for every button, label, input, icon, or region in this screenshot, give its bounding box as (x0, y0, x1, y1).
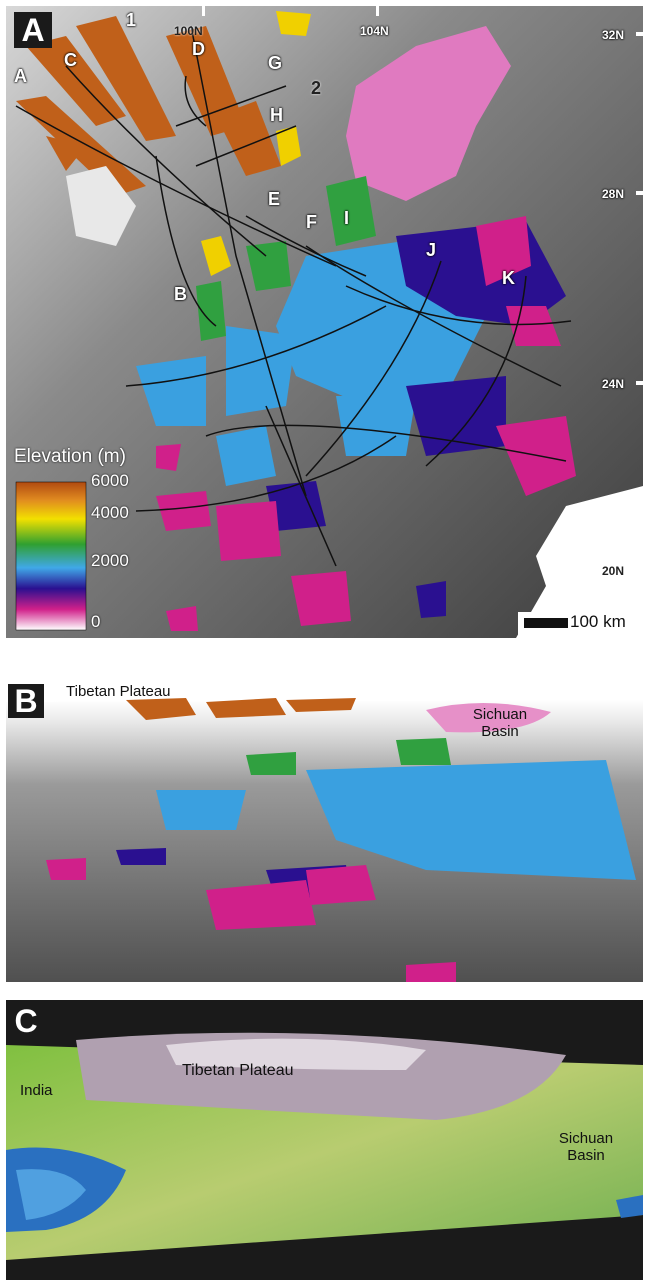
latitude-label: 24N (602, 377, 625, 391)
profile-label: A (14, 66, 27, 86)
profile-label: D (192, 39, 205, 59)
shallow-sea-area (16, 1169, 86, 1220)
plateau-top (166, 1038, 426, 1070)
legend-title: Elevation (m) (14, 446, 126, 467)
place-label: Tibetan Plateau (66, 683, 171, 700)
scale-label: 100 km (570, 612, 626, 631)
map-panel-c: C India Tibetan Plateau Sichuan Basin (6, 1000, 643, 1280)
sichuan-basin-area (346, 26, 511, 201)
green-areas (196, 176, 376, 341)
map-panel-a: A A B C D E F G H I J K 1 2 100N 104N 32… (6, 6, 643, 638)
place-label: Sichuan Basin (558, 1130, 614, 1164)
profile-label: I (344, 208, 350, 228)
profile-label: H (270, 105, 283, 125)
profile-label: C (64, 50, 77, 70)
panel-letter: C (8, 1004, 44, 1038)
sichuan-basin-area (426, 702, 551, 733)
map-panel-b: B Tibetan Plateau Sichuan Basin (6, 680, 643, 982)
white-area (66, 166, 136, 246)
latitude-label: 28N (602, 187, 625, 201)
profile-label: 1 (126, 10, 137, 30)
scale-bar (524, 618, 568, 628)
profile-label: B (174, 284, 187, 304)
profile-label: E (268, 189, 281, 209)
legend-tick: 0 (91, 612, 101, 631)
legend-tick: 2000 (91, 551, 129, 570)
legend-tick: 4000 (91, 503, 129, 522)
latitude-label: 32N (602, 28, 625, 42)
place-label: Sichuan Basin (472, 706, 528, 740)
place-label: India (20, 1082, 53, 1099)
place-label: Tibetan Plateau (182, 1062, 294, 1079)
profile-label: G (268, 53, 283, 73)
yellow-areas (201, 11, 311, 276)
legend-colorbar (15, 481, 87, 631)
profile-label: F (306, 212, 317, 232)
low-elevation-areas (46, 858, 456, 982)
latitude-label: 20N (602, 564, 625, 578)
mid-elevation-areas (156, 760, 636, 880)
panel-letter: A (14, 12, 52, 48)
low-elevation-areas (156, 216, 576, 631)
legend-tick: 6000 (91, 471, 129, 490)
elevation-map (6, 6, 643, 638)
profile-label: 2 (311, 78, 322, 98)
profile-lines (15, 25, 572, 567)
panel-letter: B (8, 684, 44, 718)
sea-area (616, 1195, 643, 1218)
profile-label: J (426, 240, 437, 260)
longitude-label: 100N (174, 24, 203, 38)
high-elevation-areas (126, 698, 356, 720)
perspective-view (6, 680, 643, 982)
sea-area (516, 486, 643, 638)
profile-label: K (502, 268, 515, 288)
longitude-label: 104N (360, 24, 389, 38)
graticule-ticks (202, 6, 643, 572)
relief-view (6, 1000, 643, 1280)
green-areas (246, 738, 451, 775)
